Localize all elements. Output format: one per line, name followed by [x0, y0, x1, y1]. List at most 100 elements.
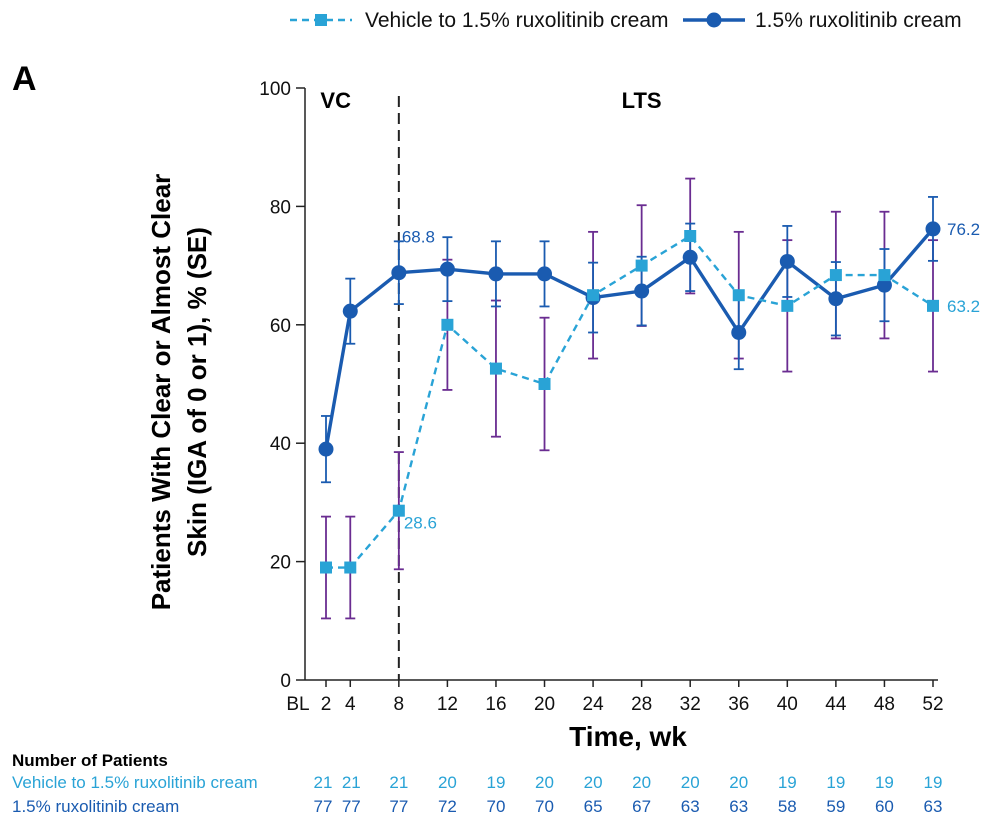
- series-line-ruxolitinib: [324, 227, 935, 450]
- series-lines: [324, 227, 935, 569]
- x-tick-label: 36: [728, 694, 749, 715]
- patients-count: 20: [632, 773, 651, 792]
- y-tick-label: 80: [270, 197, 291, 218]
- data-point-vehicle: [684, 230, 697, 242]
- data-point-ruxolitinib: [634, 283, 650, 299]
- x-tick-label: 32: [680, 694, 701, 715]
- y-tick-label: 40: [270, 434, 291, 455]
- data-point-ruxolitinib: [342, 303, 358, 319]
- data-label-vehicle: 28.6: [404, 514, 437, 533]
- data-point-vehicle: [927, 299, 939, 312]
- patients-count: 58: [778, 797, 797, 816]
- patients-count: 19: [826, 773, 845, 792]
- point-labels: 28.6 63.2 68.8 76.2: [402, 220, 980, 533]
- y-axis-title-line: Patients With Clear or Almost Clear: [146, 174, 176, 611]
- data-point-vehicle: [344, 561, 357, 574]
- patients-count: 63: [729, 797, 748, 816]
- patients-row-label: 1.5% ruxolitinib cream: [12, 797, 179, 816]
- data-label-vehicle: 63.2: [947, 297, 980, 316]
- patients-count: 59: [826, 797, 845, 816]
- patients-count: 20: [681, 773, 700, 792]
- data-point-ruxolitinib: [779, 253, 795, 269]
- x-tick-label: 28: [631, 694, 652, 715]
- legend-label-vehicle: Vehicle to 1.5% ruxolitinib cream: [365, 9, 669, 32]
- patients-count: 63: [924, 797, 943, 816]
- data-point-vehicle: [829, 269, 842, 282]
- data-point-vehicle: [489, 362, 502, 375]
- data-point-vehicle: [732, 289, 745, 302]
- y-tick-label: 100: [259, 79, 291, 100]
- patients-row-label: Vehicle to 1.5% ruxolitinib cream: [12, 773, 258, 792]
- x-tick-label: 44: [825, 694, 847, 715]
- period-label: VC: [320, 88, 351, 113]
- x-tick-label: 16: [485, 694, 506, 715]
- x-axis-title: Time, wk: [569, 721, 687, 752]
- y-axis-title-line: Skin (IGA of 0 or 1), % (SE): [182, 227, 212, 557]
- data-point-vehicle: [538, 378, 551, 390]
- data-label-ruxolitinib: 76.2: [947, 220, 980, 239]
- x-tick-label: 8: [394, 694, 405, 715]
- patients-count: 77: [342, 797, 361, 816]
- data-point-ruxolitinib: [682, 249, 698, 265]
- period-label: LTS: [622, 88, 662, 113]
- legend-label-ruxolitinib: 1.5% ruxolitinib cream: [755, 9, 962, 32]
- number-of-patients-table: Number of Patients Vehicle to 1.5% ruxol…: [12, 751, 942, 816]
- data-point-ruxolitinib: [439, 261, 455, 277]
- x-tick-label: 48: [874, 694, 895, 715]
- legend-marker-ruxolitinib: [706, 12, 722, 28]
- patients-count: 65: [584, 797, 603, 816]
- data-point-vehicle: [635, 259, 648, 272]
- patients-count: 63: [681, 797, 700, 816]
- data-point-ruxolitinib: [537, 266, 553, 282]
- y-tick-label: 0: [280, 671, 291, 692]
- series-line-vehicle: [326, 234, 934, 569]
- patients-count: 60: [875, 797, 894, 816]
- patients-count: 72: [438, 797, 457, 816]
- patients-count: 19: [778, 773, 797, 792]
- x-tick-label: 40: [777, 694, 798, 715]
- data-point-vehicle: [320, 561, 332, 574]
- x-tick-label: 52: [922, 694, 943, 715]
- data-point-vehicle: [878, 269, 891, 282]
- legend: Vehicle to 1.5% ruxolitinib cream 1.5% ru…: [290, 9, 962, 32]
- data-point-vehicle: [441, 318, 454, 331]
- data-point-ruxolitinib: [391, 265, 407, 281]
- y-axis-title: Patients With Clear or Almost Clear Skin …: [146, 174, 212, 611]
- patients-count: 20: [584, 773, 603, 792]
- x-tick-label: 12: [437, 694, 458, 715]
- x-tick-label: 2: [321, 694, 332, 715]
- y-tick-label: 60: [270, 316, 291, 337]
- patients-count: 21: [342, 773, 361, 792]
- period-labels: VC LTS: [320, 88, 661, 113]
- data-point-vehicle: [781, 299, 794, 312]
- patients-count: 21: [389, 773, 408, 792]
- patients-count: 67: [632, 797, 651, 816]
- patients-count: 77: [314, 797, 333, 816]
- data-label-ruxolitinib: 68.8: [402, 228, 435, 247]
- patients-count: 20: [438, 773, 457, 792]
- series-markers: [318, 221, 941, 574]
- patients-count: 77: [389, 797, 408, 816]
- x-tick-label: 24: [583, 694, 605, 715]
- data-point-vehicle: [587, 289, 600, 302]
- x-tick-label: 20: [534, 694, 555, 715]
- data-point-ruxolitinib: [925, 221, 941, 237]
- x-tick-label: 4: [345, 694, 356, 715]
- legend-marker-vehicle: [315, 14, 327, 26]
- data-point-ruxolitinib: [876, 277, 892, 293]
- data-point-ruxolitinib: [318, 441, 334, 457]
- patients-count: 19: [924, 773, 943, 792]
- data-point-ruxolitinib: [731, 324, 747, 340]
- patients-count: 19: [875, 773, 894, 792]
- patients-count: 19: [486, 773, 505, 792]
- data-point-vehicle: [392, 504, 405, 517]
- x-tick-label: BL: [286, 694, 309, 715]
- error-bars: [321, 177, 938, 620]
- number-of-patients-heading: Number of Patients: [12, 751, 168, 770]
- patients-count: 20: [729, 773, 748, 792]
- panel-label: A: [12, 60, 37, 98]
- patients-count: 70: [486, 797, 505, 816]
- y-tick-label: 20: [270, 553, 291, 574]
